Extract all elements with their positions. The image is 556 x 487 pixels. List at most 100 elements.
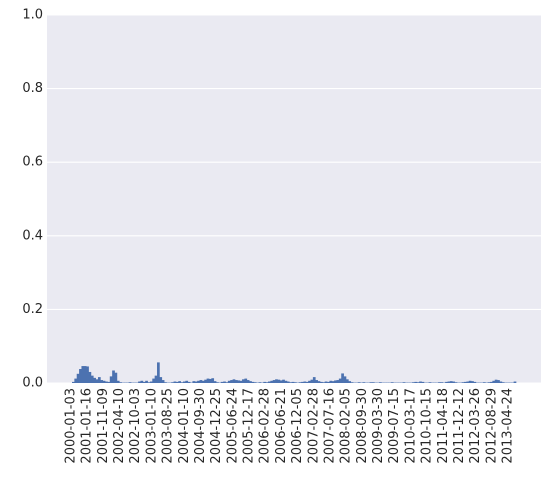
- bar: [494, 379, 498, 383]
- bar: [211, 378, 215, 383]
- bar: [213, 381, 217, 383]
- bar: [272, 380, 276, 383]
- x-tick-label: 2008-09-30: [355, 388, 370, 464]
- bar: [461, 382, 465, 383]
- bar: [183, 381, 186, 383]
- bar: [402, 382, 406, 383]
- bar: [275, 379, 278, 383]
- x-tick-label: 2002-10-03: [128, 388, 143, 464]
- bar: [329, 380, 333, 383]
- bar: [322, 382, 326, 383]
- bar: [497, 380, 500, 383]
- y-tick-label: 0.8: [22, 81, 43, 96]
- x-tick-label: 2006-12-05: [290, 388, 305, 464]
- x-tick-label: 2007-02-28: [306, 388, 321, 464]
- bar: [164, 382, 167, 383]
- bar: [301, 381, 304, 383]
- bar: [452, 381, 455, 383]
- bar: [194, 381, 198, 383]
- bar: [492, 380, 496, 383]
- x-tick-label: 2004-01-10: [177, 388, 192, 464]
- bar: [159, 377, 163, 383]
- bar: [79, 369, 82, 383]
- y-axis: 0.0 0.2 0.4 0.6 0.8 1.0: [22, 8, 43, 391]
- bar: [294, 382, 297, 383]
- x-tick-label: 2006-02-28: [258, 388, 273, 464]
- bar: [336, 380, 340, 383]
- bar: [239, 380, 243, 383]
- bar: [201, 380, 205, 383]
- bar: [379, 382, 382, 383]
- bar: [412, 382, 415, 383]
- bar: [109, 376, 113, 383]
- x-tick-label: 2005-12-17: [242, 388, 257, 464]
- bar: [438, 382, 441, 383]
- bar: [284, 380, 288, 383]
- bar: [234, 380, 238, 383]
- bar: [208, 378, 212, 383]
- bar: [334, 380, 337, 383]
- bar: [154, 375, 158, 383]
- bar: [128, 382, 132, 383]
- bar: [232, 379, 236, 383]
- bar: [93, 377, 96, 383]
- y-tick-label: 0.4: [22, 228, 43, 243]
- bar: [100, 380, 104, 383]
- bar: [286, 381, 290, 383]
- bar: [216, 382, 219, 383]
- bar: [414, 381, 418, 383]
- bar: [105, 381, 108, 383]
- bar: [263, 381, 267, 383]
- bar: [251, 381, 255, 383]
- bar: [416, 382, 420, 383]
- bar: [173, 381, 177, 383]
- bar: [145, 380, 148, 383]
- bar: [265, 382, 269, 383]
- x-tick-label: 2001-01-16: [80, 388, 95, 464]
- bar: [291, 381, 295, 383]
- bar: [90, 375, 94, 383]
- bars: [72, 362, 517, 383]
- bar: [102, 380, 106, 383]
- bar: [178, 381, 181, 383]
- y-tick-label: 0.2: [22, 302, 43, 317]
- bar: [277, 379, 281, 383]
- bar: [513, 381, 517, 383]
- bar: [180, 382, 184, 383]
- bar: [324, 381, 328, 383]
- bar: [464, 381, 467, 383]
- x-tick-label: 2011-04-18: [436, 388, 451, 464]
- bar: [242, 379, 245, 383]
- bar: [227, 380, 231, 383]
- bar: [303, 381, 307, 383]
- bar: [310, 379, 314, 383]
- bar: [315, 380, 318, 383]
- bar: [440, 382, 444, 383]
- bar: [421, 381, 425, 383]
- x-tick-label: 2002-04-10: [112, 388, 127, 464]
- bar: [225, 382, 229, 383]
- bar: [253, 382, 257, 383]
- x-tick-label: 2009-03-30: [371, 388, 386, 464]
- bar: [72, 381, 75, 383]
- bar: [298, 382, 302, 383]
- bar: [192, 381, 196, 383]
- bar: [327, 381, 330, 383]
- bar: [223, 381, 226, 383]
- plot-background: [47, 15, 541, 383]
- bar: [482, 382, 486, 383]
- x-tick-label: 2003-01-10: [144, 388, 159, 464]
- y-tick-label: 0.0: [22, 376, 43, 391]
- bar: [197, 380, 200, 383]
- bar: [390, 382, 394, 383]
- bar: [282, 379, 285, 383]
- bar: [199, 380, 203, 383]
- bar: [81, 366, 85, 383]
- bar: [142, 381, 146, 383]
- bar: [244, 378, 248, 383]
- x-tick-label: 2010-03-17: [403, 388, 418, 464]
- bar: [88, 371, 92, 383]
- x-tick-label: 2006-06-21: [274, 388, 289, 464]
- bar: [76, 373, 80, 383]
